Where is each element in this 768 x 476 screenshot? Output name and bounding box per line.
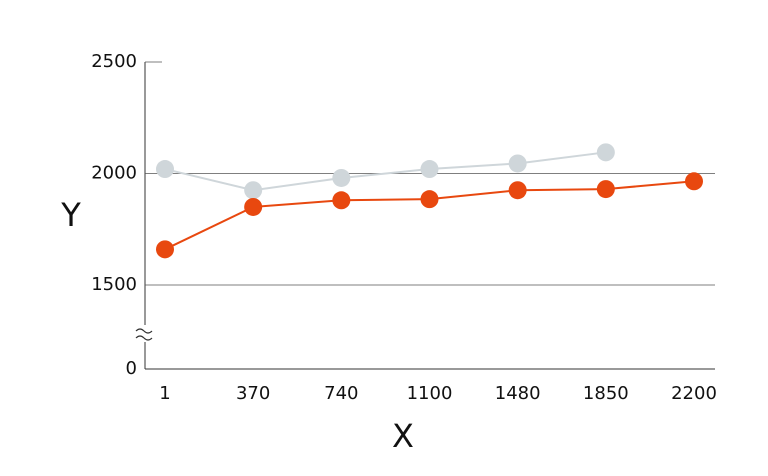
data-point	[420, 190, 439, 209]
x-tick-label: 1480	[495, 383, 541, 404]
data-point	[156, 240, 174, 259]
x-tick-label: 370	[236, 383, 270, 404]
series-line	[164, 151, 606, 192]
y-tick-label: 1500	[91, 274, 137, 295]
data-point	[685, 172, 703, 191]
data-point	[420, 160, 439, 179]
y-tick-label: 2000	[91, 163, 137, 184]
y-axis-label: Y	[60, 196, 81, 234]
data-point	[332, 191, 351, 210]
data-point	[596, 143, 615, 162]
data-point	[596, 180, 615, 199]
data-point	[244, 197, 263, 216]
data-point	[332, 168, 351, 187]
x-tick-label: 2200	[671, 383, 717, 404]
data-point	[156, 160, 174, 179]
data-point	[508, 181, 527, 200]
data-point	[244, 181, 263, 200]
axis-break	[135, 328, 153, 341]
data-point	[508, 154, 527, 173]
x-tick-label: 1	[159, 383, 170, 404]
x-axis-label: X	[392, 417, 414, 455]
y-tick-label: 2500	[91, 51, 137, 72]
x-tick-label: 740	[324, 383, 358, 404]
x-tick-label: 1850	[583, 383, 629, 404]
x-tick-label: 1100	[407, 383, 453, 404]
y-tick-label: 0	[126, 358, 137, 379]
